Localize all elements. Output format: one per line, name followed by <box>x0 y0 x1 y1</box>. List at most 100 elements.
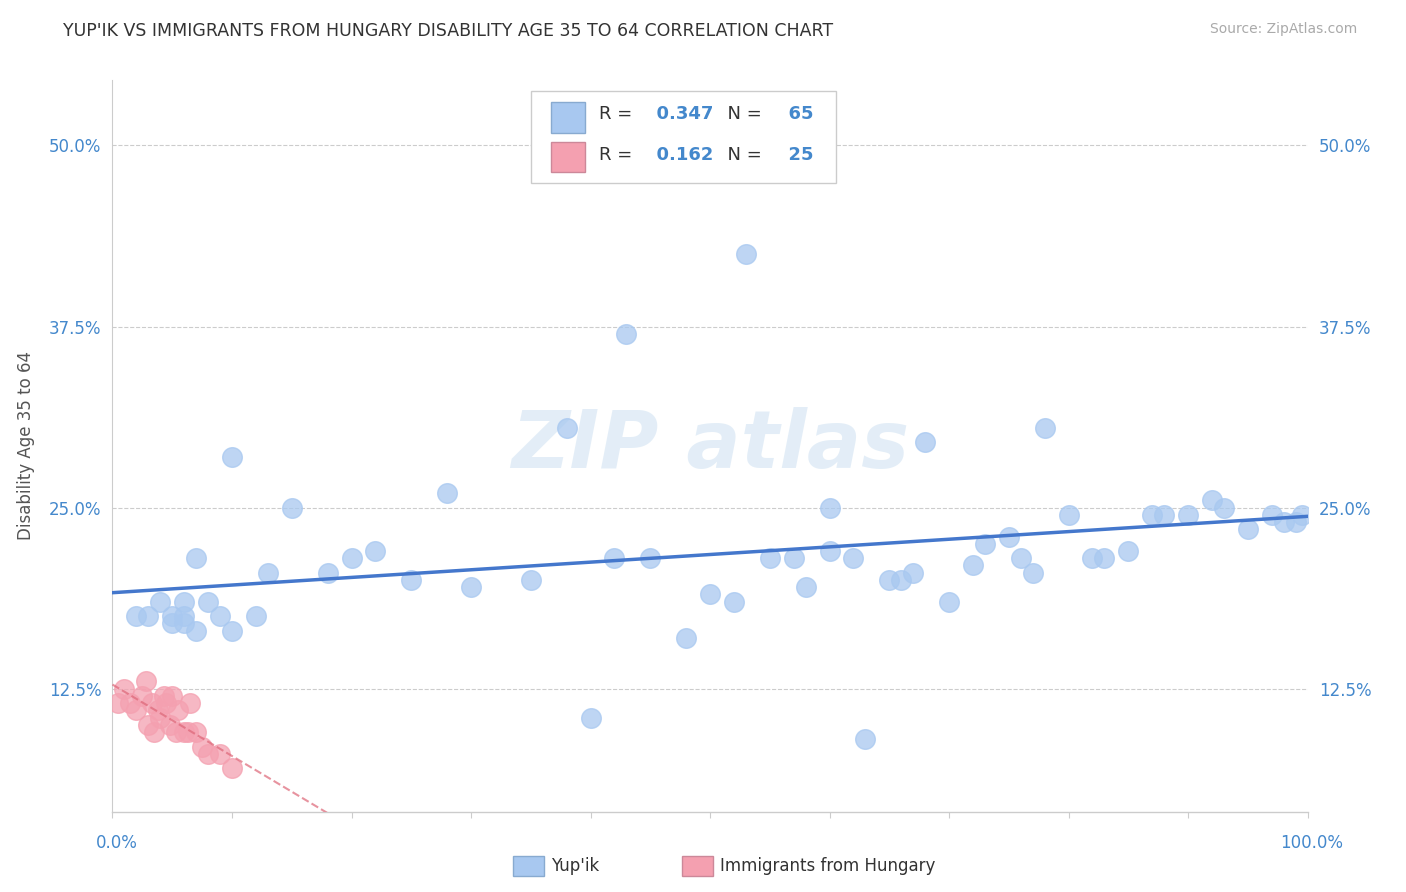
Point <box>186 551 208 566</box>
Point <box>699 587 721 601</box>
Point <box>1118 544 1140 558</box>
Point <box>998 529 1021 543</box>
Point <box>120 696 142 710</box>
Point <box>1057 508 1080 522</box>
Point <box>1022 566 1045 580</box>
FancyBboxPatch shape <box>551 142 585 172</box>
Point <box>149 595 172 609</box>
Point <box>1081 551 1104 566</box>
Point <box>1291 508 1313 522</box>
Point <box>257 566 280 580</box>
Point <box>197 595 219 609</box>
Point <box>364 544 387 558</box>
Point <box>818 544 841 558</box>
Point <box>579 710 602 724</box>
Point <box>173 725 195 739</box>
Point <box>209 609 232 624</box>
Point <box>1010 551 1032 566</box>
Text: ZIP atlas: ZIP atlas <box>510 407 910 485</box>
Point <box>879 573 901 587</box>
Text: 0.162: 0.162 <box>644 145 714 163</box>
Text: N =: N = <box>716 105 762 123</box>
Point <box>186 725 208 739</box>
Text: 65: 65 <box>776 105 813 123</box>
Point <box>759 551 782 566</box>
Point <box>938 595 960 609</box>
Point <box>890 573 912 587</box>
Point <box>340 551 363 566</box>
Point <box>723 595 745 609</box>
Point <box>221 450 243 464</box>
FancyBboxPatch shape <box>551 102 585 133</box>
Point <box>131 689 153 703</box>
Point <box>167 703 190 717</box>
Point <box>842 551 865 566</box>
Point <box>962 558 984 573</box>
Y-axis label: Disability Age 35 to 64: Disability Age 35 to 64 <box>17 351 35 541</box>
Text: Source: ZipAtlas.com: Source: ZipAtlas.com <box>1209 22 1357 37</box>
Point <box>197 747 219 761</box>
Text: 0.347: 0.347 <box>644 105 714 123</box>
Point <box>162 689 183 703</box>
Point <box>1237 522 1260 536</box>
Point <box>191 739 214 754</box>
Point <box>114 681 135 696</box>
Point <box>159 718 181 732</box>
Point <box>186 624 208 638</box>
Point <box>1261 508 1284 522</box>
Point <box>149 710 172 724</box>
Point <box>173 609 195 624</box>
Text: Yup'ik: Yup'ik <box>551 857 599 875</box>
Point <box>281 500 304 515</box>
Point <box>1285 515 1308 529</box>
Point <box>162 609 183 624</box>
Point <box>162 616 183 631</box>
Text: 25: 25 <box>776 145 813 163</box>
Point <box>165 725 187 739</box>
Text: 100.0%: 100.0% <box>1279 834 1343 852</box>
Point <box>782 551 804 566</box>
Point <box>1177 508 1199 522</box>
Point <box>1201 493 1223 508</box>
Text: R =: R = <box>599 145 633 163</box>
Point <box>555 421 578 435</box>
Text: 0.0%: 0.0% <box>96 834 138 852</box>
Point <box>209 747 232 761</box>
Point <box>107 696 129 710</box>
Point <box>125 703 148 717</box>
Point <box>155 696 177 710</box>
Text: YUP'IK VS IMMIGRANTS FROM HUNGARY DISABILITY AGE 35 TO 64 CORRELATION CHART: YUP'IK VS IMMIGRANTS FROM HUNGARY DISABI… <box>63 22 834 40</box>
Point <box>436 486 458 500</box>
Point <box>245 609 267 624</box>
FancyBboxPatch shape <box>531 91 835 183</box>
Point <box>135 674 157 689</box>
Point <box>1142 508 1164 522</box>
Point <box>460 580 482 594</box>
Point <box>1094 551 1116 566</box>
Point <box>914 435 936 450</box>
Point <box>179 696 201 710</box>
Point <box>640 551 662 566</box>
Point <box>401 573 423 587</box>
Point <box>1272 515 1295 529</box>
Point <box>173 616 195 631</box>
Text: N =: N = <box>716 145 762 163</box>
Point <box>141 696 163 710</box>
Point <box>616 326 638 341</box>
Point <box>735 247 758 261</box>
Text: R =: R = <box>599 105 633 123</box>
Point <box>125 609 148 624</box>
Point <box>675 631 697 645</box>
Point <box>138 718 160 732</box>
Point <box>855 732 877 747</box>
Point <box>138 609 160 624</box>
Point <box>1033 421 1056 435</box>
Point <box>520 573 543 587</box>
Point <box>903 566 925 580</box>
Point <box>1213 500 1236 515</box>
Point <box>146 703 169 717</box>
Text: Immigrants from Hungary: Immigrants from Hungary <box>720 857 935 875</box>
Point <box>173 595 195 609</box>
Point <box>818 500 841 515</box>
Point <box>316 566 339 580</box>
